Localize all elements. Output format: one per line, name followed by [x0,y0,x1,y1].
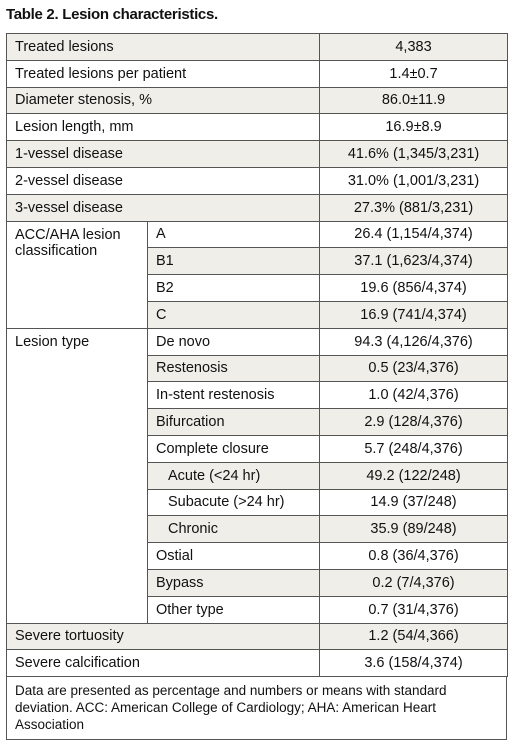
table-row: Chronic 35.9 (89/248) [7,515,509,544]
table-row: 2-vessel disease 31.0% (1,001/3,231) [5,166,509,195]
table-row: C 16.9 (741/4,374) [7,300,509,329]
sub-label: Subacute (>24 hr) [146,488,321,517]
sub-label: B1 [146,247,321,276]
group-label: Lesion type [6,327,148,624]
row-value: 86.0±11.9 [319,86,509,115]
sub-label: Complete closure [146,434,321,463]
row-value: 27.3% (881/3,231) [319,193,509,222]
table-row: B2 19.6 (856/4,374) [7,274,509,302]
row-value: 0.7 (31/4,376) [319,595,509,624]
table-row: Bypass 0.2 (7/4,376) [7,568,509,597]
table-row: Lesion length, mm 16.9±8.9 [5,113,509,142]
sub-label: Other type [146,595,321,624]
row-label: Treated lesions [5,33,321,61]
row-value: 31.0% (1,001/3,231) [319,166,509,195]
row-value: 14.9 (37/248) [319,488,509,517]
table-row: Bifurcation 2.9 (128/4,376) [7,408,509,436]
sub-label: C [146,300,321,329]
sub-label: Bypass [146,568,321,597]
table-row: Severe calcification 3.6 (158/4,374) [5,649,509,678]
table-row: Treated lesions per patient 1.4±0.7 [5,59,509,88]
table-row: Lesion type De novo 94.3 (4,126/4,376) [6,327,509,624]
table-row: Complete closure 5.7 (248/4,376) [7,434,509,463]
row-value: 19.6 (856/4,374) [319,274,509,302]
row-value: 1.0 (42/4,376) [319,381,509,410]
sub-label: De novo [146,327,321,356]
row-value: 94.3 (4,126/4,376) [319,327,509,356]
table-title: Table 2. Lesion characteristics. [6,6,218,23]
table-row: B1 37.1 (1,623/4,374) [7,247,509,276]
row-value: 0.8 (36/4,376) [319,542,509,570]
footnote: Data are presented as percentage and num… [6,676,507,740]
row-value: 35.9 (89/248) [319,515,509,544]
row-label: 2-vessel disease [5,166,321,195]
sub-label: Restenosis [146,354,321,383]
row-label: Severe calcification [5,649,321,678]
row-label: Severe tortuosity [5,622,321,651]
row-value: 2.9 (128/4,376) [319,408,509,436]
row-value: 16.9 (741/4,374) [319,300,509,329]
row-label: Treated lesions per patient [5,59,321,88]
table: Treated lesions 4,383 Treated lesions per … [5,33,509,678]
row-value: 0.5 (23/4,376) [319,354,509,383]
row-label: 1-vessel disease [5,140,321,168]
row-value: 26.4 (1,154/4,374) [319,220,509,249]
sub-label: A [146,220,321,249]
group-label: ACC/AHA lesion classification [6,220,148,329]
row-value: 37.1 (1,623/4,374) [319,247,509,276]
row-value: 41.6% (1,345/3,231) [319,140,509,168]
row-value: 3.6 (158/4,374) [319,649,509,678]
row-value: 1.2 (54/4,366) [319,622,509,651]
table-row: Severe tortuosity 1.2 (54/4,366) [5,622,509,651]
table-row: In-stent restenosis 1.0 (42/4,376) [7,381,509,410]
row-value: 0.2 (7/4,376) [319,568,509,597]
table-row: Diameter stenosis, % 86.0±11.9 [5,86,509,115]
row-label: 3-vessel disease [5,193,321,222]
table-row: 1-vessel disease 41.6% (1,345/3,231) [5,140,509,168]
row-label: Lesion length, mm [5,113,321,142]
table-row: ACC/AHA lesion classification A 26.4 (1,15… [6,220,509,329]
row-value: 5.7 (248/4,376) [319,434,509,463]
row-value: 16.9±8.9 [319,113,509,142]
sub-label: Chronic [146,515,321,544]
sub-label: B2 [146,274,321,302]
table-row: Treated lesions 4,383 [5,33,509,61]
row-value: 4,383 [319,33,509,61]
row-value: 49.2 (122/248) [319,461,509,490]
sub-label: In-stent restenosis [146,381,321,410]
sub-label: Bifurcation [146,408,321,436]
row-value: 1.4±0.7 [319,59,509,88]
table-row: 3-vessel disease 27.3% (881/3,231) [5,193,509,222]
row-label: Diameter stenosis, % [5,86,321,115]
sub-label: Ostial [146,542,321,570]
sub-label: Acute (<24 hr) [146,461,321,490]
